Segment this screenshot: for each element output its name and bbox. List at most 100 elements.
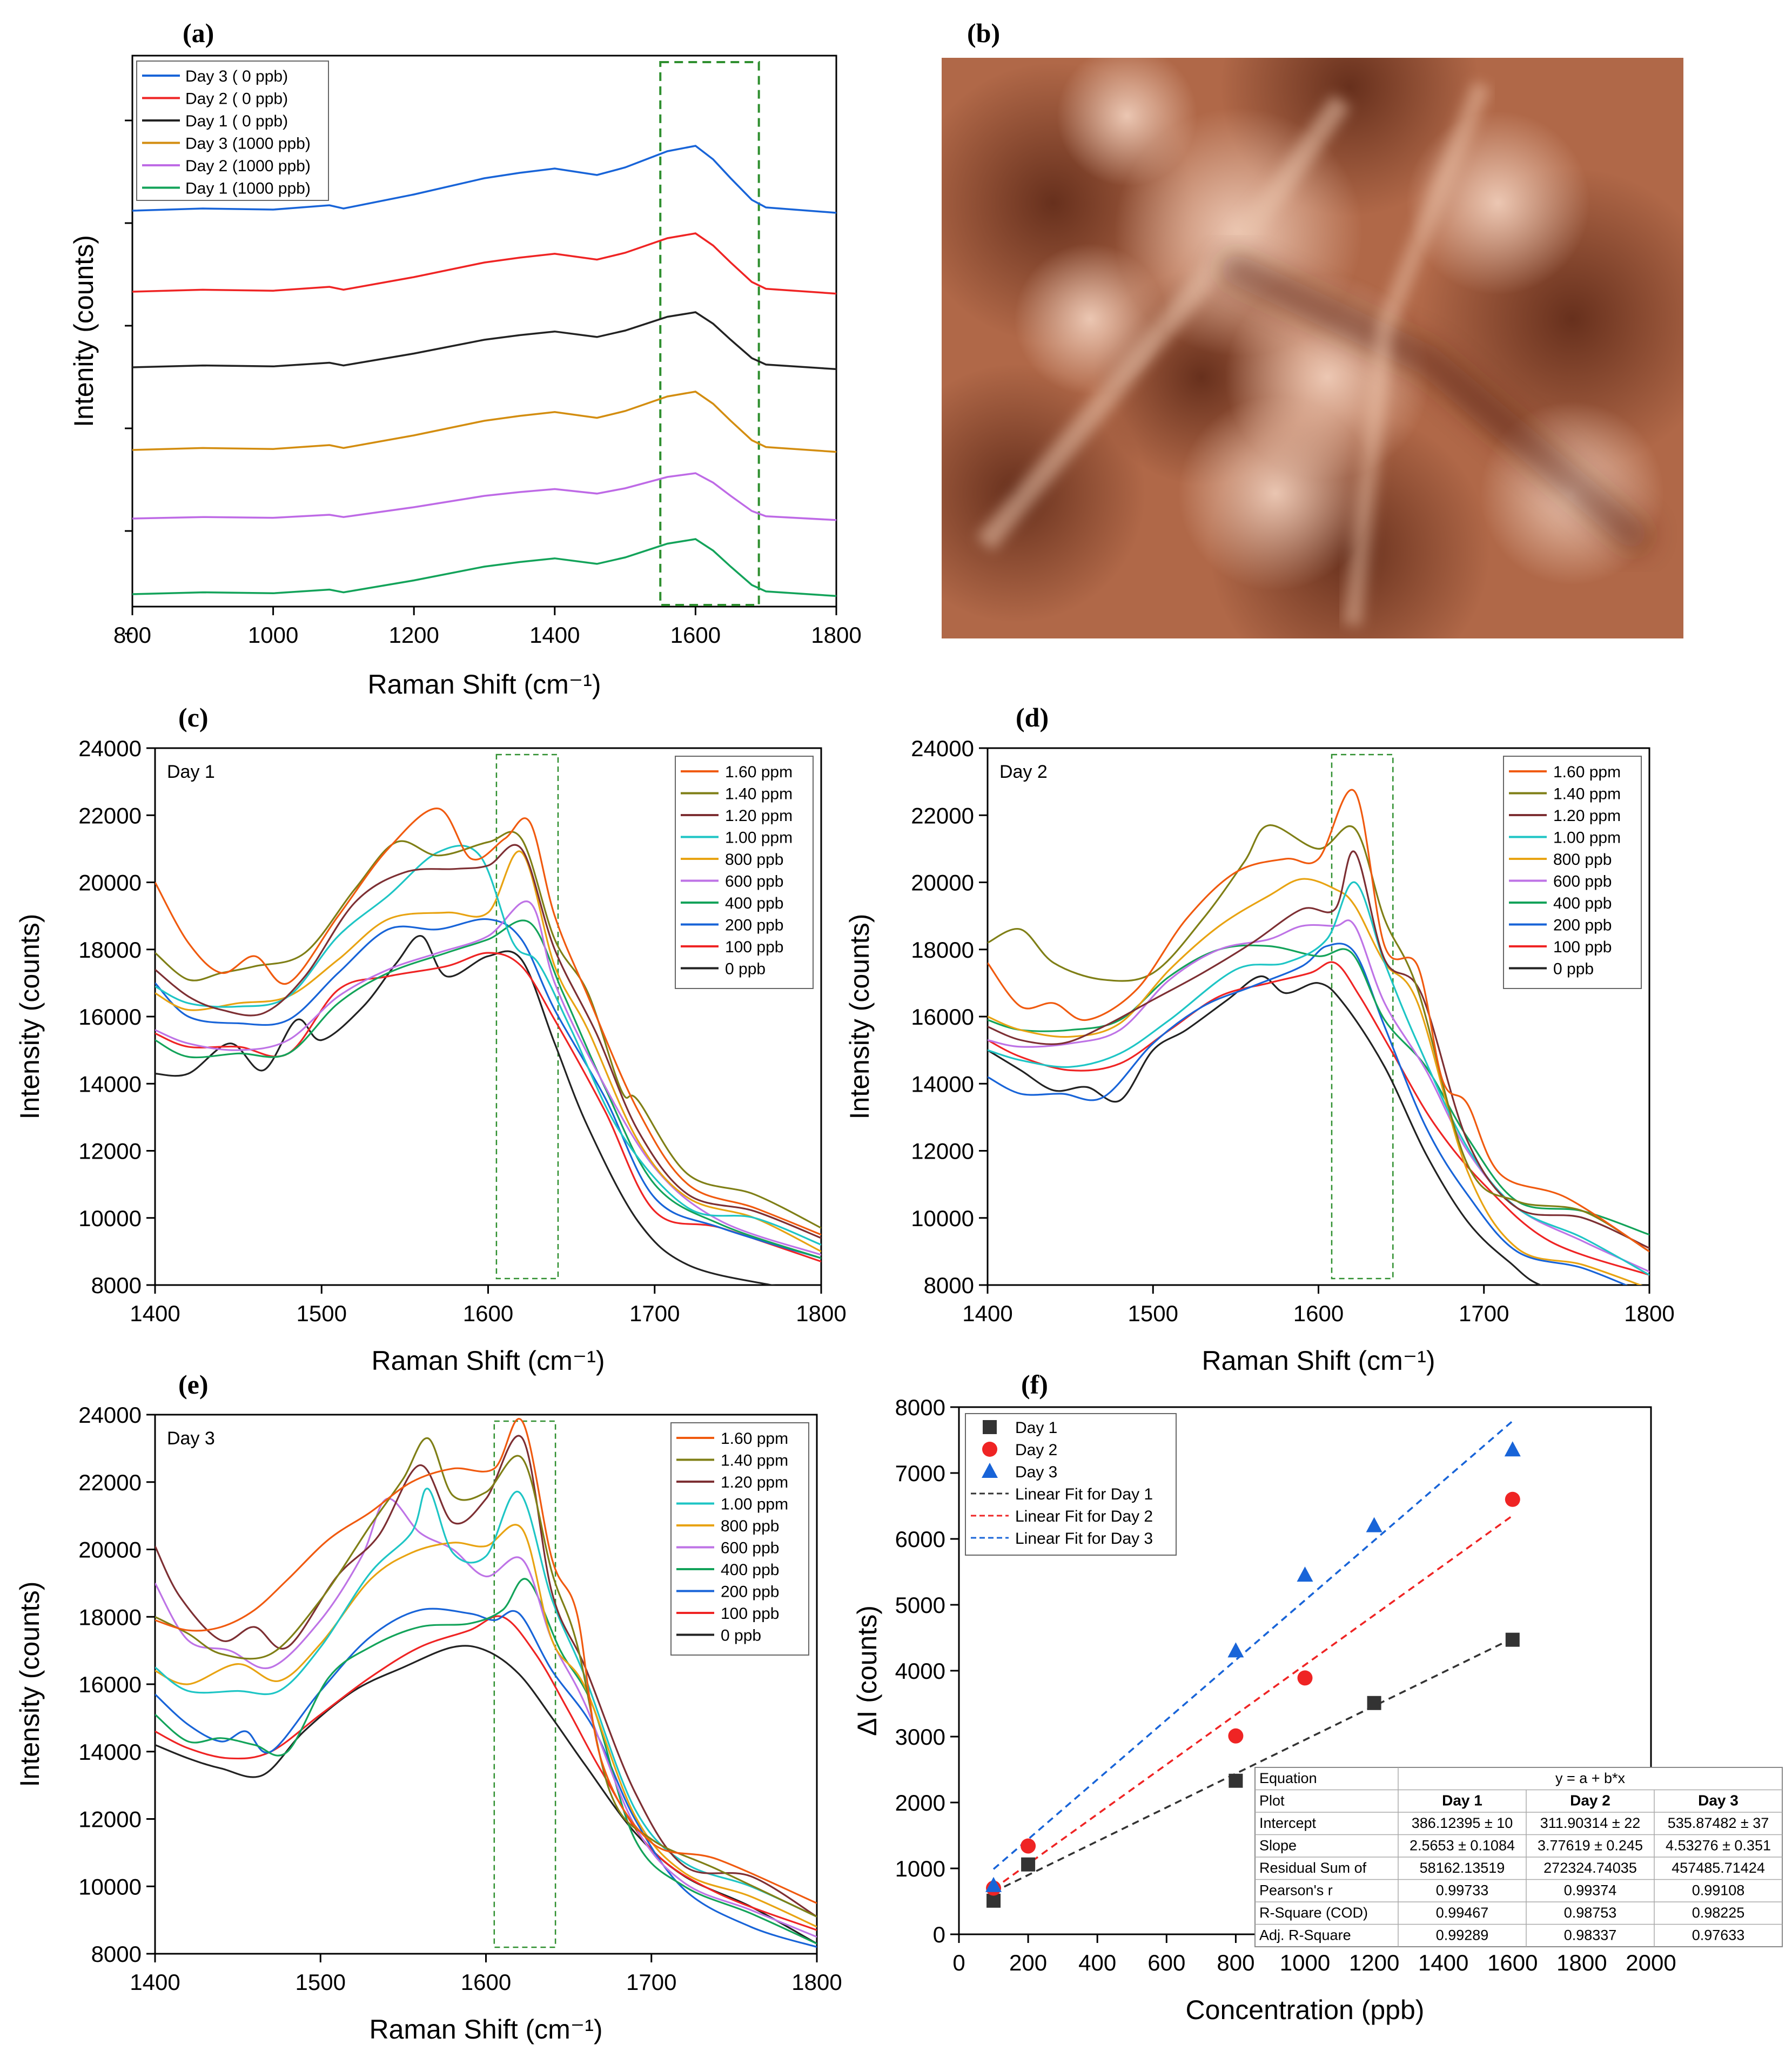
data-point bbox=[1228, 1728, 1244, 1744]
y-tick-label: 24000 bbox=[78, 736, 142, 761]
legend bbox=[670, 1422, 809, 1656]
data-point bbox=[1297, 1670, 1313, 1686]
spectrum-line bbox=[155, 1418, 817, 1904]
data-point bbox=[985, 1877, 1002, 1892]
table-cell: Day 1 bbox=[1442, 1792, 1482, 1809]
spectrum-line bbox=[155, 808, 821, 1236]
highlight-box bbox=[493, 1420, 556, 1948]
legend-label-f: Day 1 bbox=[1015, 1419, 1057, 1437]
x-tick-label-f: 1400 bbox=[1418, 1950, 1468, 1975]
spectrum-line bbox=[988, 961, 1649, 1276]
panel-label-d: (d) bbox=[1016, 702, 1049, 732]
legend-label: 400 ppb bbox=[725, 895, 783, 912]
y-tick-label-f: 2000 bbox=[895, 1790, 945, 1815]
x-tick-label-f: 2000 bbox=[1626, 1950, 1676, 1975]
spectrum-line bbox=[155, 1524, 817, 1928]
micrograph-blob bbox=[1057, 58, 1198, 186]
y-tick-label: 20000 bbox=[78, 1537, 142, 1563]
y-tick-label: 12000 bbox=[78, 1807, 142, 1832]
legend-label: 200 ppb bbox=[725, 917, 783, 934]
x-axis-label: Raman Shift (cm⁻¹) bbox=[369, 2014, 602, 2044]
spectra-group bbox=[988, 789, 1649, 1285]
x-tick-label: 1700 bbox=[629, 1301, 680, 1326]
y-tick-label: 22000 bbox=[78, 803, 142, 828]
x-tick-label-a: 1000 bbox=[248, 622, 298, 648]
micrograph-image bbox=[942, 58, 1683, 638]
y-tick-label: 24000 bbox=[78, 1402, 142, 1428]
x-tick-label: 1700 bbox=[626, 1969, 676, 1995]
spectrum-line bbox=[155, 1578, 817, 1945]
table-cell: Day 2 bbox=[1570, 1792, 1610, 1809]
panel-label-c: (c) bbox=[178, 702, 209, 732]
y-tick-label: 24000 bbox=[911, 736, 974, 761]
legend-label: 600 ppb bbox=[725, 873, 783, 891]
spectrum-a bbox=[132, 232, 837, 295]
table-cell: Equation bbox=[1259, 1770, 1317, 1786]
legend-label-a: Day 2 ( 0 ppb) bbox=[185, 90, 288, 108]
table-cell: 2.5653 ± 0.1084 bbox=[1410, 1838, 1515, 1854]
spectrum-line bbox=[988, 789, 1649, 1253]
x-axis-label-a: Raman Shift (cm⁻¹) bbox=[367, 669, 601, 700]
y-tick-label: 14000 bbox=[911, 1071, 974, 1097]
data-point bbox=[1229, 1773, 1243, 1788]
legend-label-a: Day 2 (1000 ppb) bbox=[185, 157, 311, 175]
legend-label: 1.40 ppm bbox=[1553, 785, 1621, 803]
table-cell: Adj. R-Square bbox=[1259, 1927, 1351, 1943]
legend-marker bbox=[982, 1442, 997, 1457]
spectra-group bbox=[155, 1418, 817, 1948]
y-tick-label: 12000 bbox=[78, 1139, 142, 1164]
y-tick-label: 22000 bbox=[911, 803, 974, 828]
table-cell: 4.53276 ± 0.351 bbox=[1666, 1838, 1771, 1854]
table-cell: 0.99374 bbox=[1564, 1882, 1617, 1899]
table-cell: Plot bbox=[1259, 1793, 1285, 1809]
y-axis-label: Intensity (counts) bbox=[15, 914, 45, 1120]
legend-label: 1.20 ppm bbox=[721, 1474, 788, 1491]
spectrum-line bbox=[155, 850, 821, 1253]
legend-label-a: Day 3 ( 0 ppb) bbox=[185, 68, 288, 85]
legend-label: 0 ppb bbox=[721, 1627, 761, 1645]
spectrum-line bbox=[155, 918, 821, 1259]
spectrum-line bbox=[988, 850, 1649, 1249]
table-cell: R-Square (COD) bbox=[1259, 1905, 1368, 1921]
inset-day-label: Day 2 bbox=[999, 762, 1048, 782]
legend-label: 1.40 ppm bbox=[725, 785, 793, 803]
legend-label: 100 ppb bbox=[1553, 938, 1612, 956]
y-tick-label: 12000 bbox=[911, 1139, 974, 1164]
spectrum-line bbox=[155, 1435, 817, 1918]
legend-label: 400 ppb bbox=[1553, 895, 1612, 912]
panel-label-e: (e) bbox=[178, 1369, 209, 1400]
table-cell: y = a + b*x bbox=[1555, 1770, 1626, 1786]
legend-label: 200 ppb bbox=[721, 1583, 779, 1601]
fit-line bbox=[993, 1637, 1513, 1893]
legend-f bbox=[965, 1413, 1177, 1556]
table-cell: 0.99108 bbox=[1692, 1882, 1745, 1899]
legend-label-f: Linear Fit for Day 3 bbox=[1015, 1530, 1153, 1548]
y-tick-label-f: 1000 bbox=[895, 1856, 945, 1881]
inset-day-label: Day 1 bbox=[167, 762, 215, 782]
x-tick-label: 1700 bbox=[1459, 1301, 1509, 1326]
x-tick-label-a: 1600 bbox=[670, 622, 721, 648]
y-axis-label-a: Intenity (counts) bbox=[69, 235, 99, 427]
legend-label: 800 ppb bbox=[725, 851, 783, 869]
table-cell: 0.97633 bbox=[1692, 1927, 1745, 1943]
micrograph-blob bbox=[1178, 396, 1373, 591]
x-tick-label-f: 1600 bbox=[1487, 1950, 1538, 1975]
y-tick-label: 14000 bbox=[78, 1739, 142, 1765]
legend-label: 1.60 ppm bbox=[1553, 763, 1621, 781]
spectrum-line bbox=[155, 1488, 817, 1918]
legend-label: 0 ppb bbox=[1553, 960, 1594, 978]
table-cell: Pearson's r bbox=[1259, 1882, 1333, 1899]
legend-label: 1.00 ppm bbox=[721, 1496, 788, 1514]
micrograph-blob bbox=[1014, 243, 1166, 395]
x-tick-label: 1600 bbox=[1293, 1301, 1344, 1326]
table-cell: 0.98225 bbox=[1692, 1905, 1745, 1921]
y-tick-label-f: 5000 bbox=[895, 1592, 945, 1618]
table-cell: Residual Sum of bbox=[1259, 1860, 1367, 1876]
table-cell: Intercept bbox=[1259, 1815, 1317, 1831]
inset-day-label: Day 3 bbox=[167, 1428, 215, 1449]
legend-label: 200 ppb bbox=[1553, 917, 1612, 934]
legend-label-f: Day 3 bbox=[1015, 1463, 1057, 1481]
micrograph-vein bbox=[976, 95, 1351, 551]
spectrum-line bbox=[155, 1437, 817, 1918]
legend-label: 400 ppb bbox=[721, 1561, 779, 1579]
